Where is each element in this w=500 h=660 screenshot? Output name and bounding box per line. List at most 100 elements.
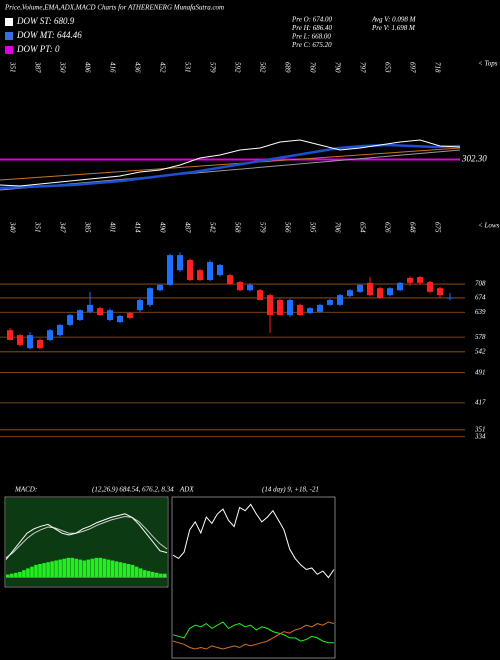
legend-swatch [5,32,13,40]
histogram-bar [154,572,159,578]
candle-body [377,288,383,298]
series-line [172,621,334,644]
histogram-bar [22,570,26,578]
histogram-bar [142,570,147,578]
reference-label: 302.30 [461,154,487,164]
low-label: 568 [233,222,241,233]
candle-body [137,300,143,311]
top-label: 760 [308,62,316,73]
candle-body [207,262,213,280]
top-label: 416 [108,62,116,73]
candle-body [397,282,403,291]
series-line [0,139,461,187]
candle-body [337,295,343,305]
legend-label: DOW PT: 0 [16,44,60,54]
histogram-bar [66,557,70,578]
candle-body [367,282,373,296]
candle-body [287,300,293,316]
candle-body [167,255,173,285]
low-label: 706 [333,222,341,233]
histogram-bar [86,559,91,578]
low-label: 490 [158,222,166,233]
histogram-bar [122,563,127,578]
low-label: 675 [433,222,441,233]
chart-title: Price,Volume,EMA,ADX,MACD Charts for ATH… [4,4,224,12]
histogram-bar [130,564,135,578]
top-label: 387 [33,61,41,73]
low-label: 626 [383,222,391,233]
top-label: 351 [8,61,16,73]
low-label: 542 [208,222,216,233]
histogram-bar [34,564,38,578]
histogram-bar [106,559,111,578]
histogram-bar [62,558,66,578]
low-label: 347 [58,221,66,233]
candle-body [417,277,423,283]
candle-body [257,290,263,300]
tops-label: < Tops [478,60,498,68]
series-line [0,149,461,191]
series-line [172,503,335,579]
histogram-bar [90,558,95,578]
y-tick-label: 674 [475,294,486,302]
top-label: 790 [333,62,341,73]
histogram-bar [54,560,58,578]
candle-body [247,284,253,291]
candle-body [237,282,243,291]
histogram-bar [146,571,151,578]
histogram-bar [70,557,75,578]
low-label: 487 [183,222,191,233]
histogram-bar [78,559,83,578]
candle-body [117,315,123,323]
candle-body [97,308,103,316]
candle-body [147,288,153,305]
y-tick-label: 542 [475,347,486,355]
top-label: 579 [208,62,216,73]
info-text: Pre L: 668.00 [291,33,331,41]
candle-body [127,313,133,318]
histogram-bar [114,561,119,578]
candle-body [277,300,283,316]
candle-body [387,288,393,296]
top-label: 436 [133,62,141,73]
candle-body [17,335,23,345]
candle-body [347,290,353,296]
low-label: 595 [308,222,316,233]
candle-body [227,275,233,285]
histogram-bar [46,562,50,578]
candle-body [187,260,193,280]
candle-body [317,304,323,312]
series-line [0,143,461,190]
top-label: 452 [158,62,166,73]
y-tick-label: 578 [475,333,486,341]
candle-body [357,284,363,292]
candle-body [177,255,183,271]
histogram-bar [6,574,10,578]
low-label: 566 [283,222,291,233]
candle-body [7,330,13,340]
adx-title: ADX [179,486,194,494]
candle-body [27,335,33,349]
info-text: Pre V: 1.698 M [371,24,416,32]
histogram-bar [58,559,62,578]
low-label: 351 [33,221,41,233]
histogram-bar [30,566,34,578]
histogram-bar [102,558,107,578]
candle-body [217,264,223,276]
top-label: 689 [283,62,291,73]
histogram-bar [74,558,79,578]
info-text: Pre O: 674.00 [291,16,332,24]
top-label: 531 [183,62,191,73]
candle-body [297,304,303,316]
low-label: 414 [133,222,141,233]
histogram-bar [10,573,14,578]
histogram-bar [138,568,143,578]
histogram-bar [26,568,30,578]
histogram-bar [94,557,99,578]
candle-body [67,315,73,325]
candle-body [327,300,333,305]
histogram-bar [98,557,103,578]
legend-swatch [5,46,13,54]
series-line [5,515,168,559]
